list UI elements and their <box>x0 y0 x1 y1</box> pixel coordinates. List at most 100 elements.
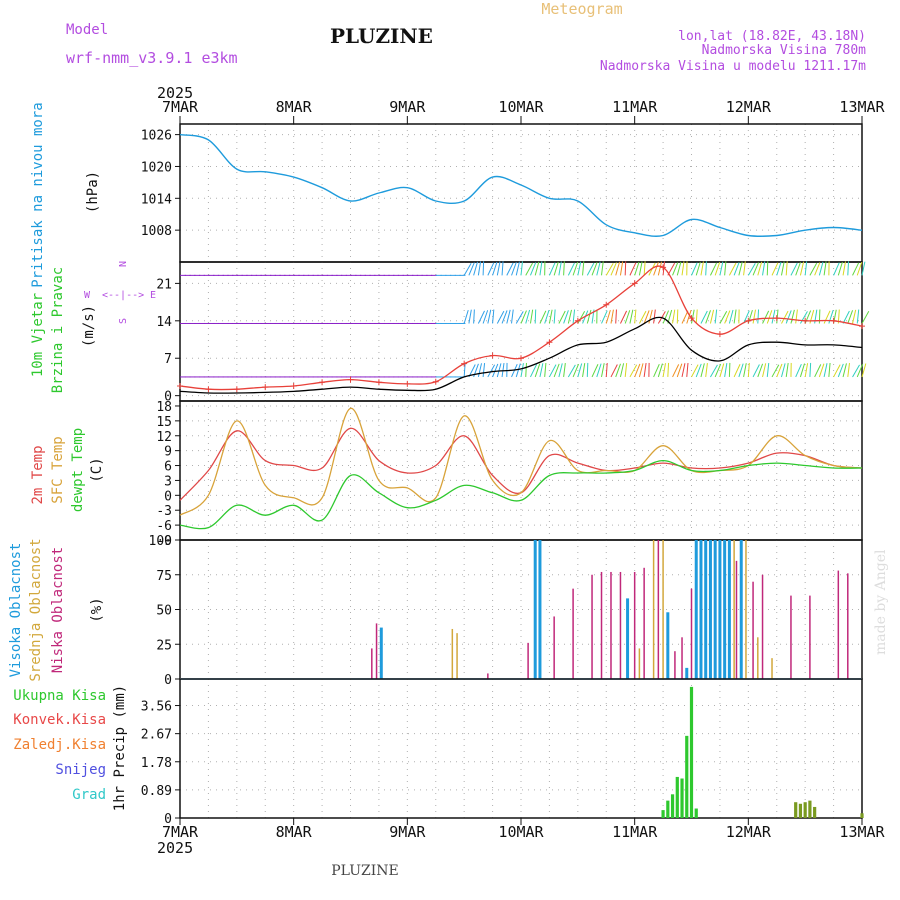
wind-barb <box>676 363 683 378</box>
cloud-bar <box>527 642 529 679</box>
cloud-bar <box>699 540 703 679</box>
wind-barb <box>757 363 764 378</box>
wind-barb <box>515 311 524 324</box>
wind-barb <box>790 309 795 324</box>
wind-barb <box>733 262 740 276</box>
wind-barb <box>582 363 586 378</box>
wind-barb <box>511 309 514 324</box>
wind-barb <box>710 364 718 378</box>
wind-barb <box>586 262 595 276</box>
year-bottom: 2025 <box>157 839 193 857</box>
precip-bar <box>666 800 670 818</box>
wind-barb <box>501 363 505 378</box>
wind-barb <box>539 363 544 378</box>
wind-barb <box>477 261 482 276</box>
bottom-date-label: 9MAR <box>389 823 426 841</box>
wind-barb <box>539 261 543 276</box>
wind-barb <box>695 309 698 324</box>
wind-barb <box>468 309 472 324</box>
gust-marker <box>461 360 468 367</box>
wind-barb <box>496 363 502 378</box>
wind-barb <box>719 310 728 324</box>
wind-barb <box>686 310 692 324</box>
wind-barb <box>506 309 511 324</box>
wind-barb <box>757 261 763 276</box>
bottom-date-label: 13MAR <box>839 823 885 841</box>
wind-barb <box>596 261 601 276</box>
pressure-line <box>179 133 863 237</box>
wind-barb <box>780 261 785 276</box>
wind-barb <box>662 363 667 378</box>
wind-barb <box>795 309 798 324</box>
wind-barb <box>563 310 569 324</box>
gust-marker <box>716 331 723 338</box>
wind-barb <box>828 362 831 377</box>
wind-barb <box>624 362 628 377</box>
gust-marker <box>404 380 411 387</box>
wind-barb <box>681 310 689 324</box>
wind-barb <box>752 309 756 324</box>
bottom-date-axis: 7MAR 8MAR 9MAR 10MAR 11MAR 12MAR 13MAR <box>162 818 886 841</box>
bottom-date-label: 7MAR <box>162 823 199 841</box>
gust-marker <box>262 384 269 391</box>
wind-barb <box>686 362 689 377</box>
cloud-bar <box>591 574 593 679</box>
wind-barb <box>728 309 734 324</box>
precip-bar <box>803 802 807 818</box>
precip-bar <box>813 806 817 818</box>
wind-barb <box>823 363 828 378</box>
wind-barb <box>776 309 779 324</box>
wind-barb <box>553 363 560 378</box>
wind-barb <box>766 362 770 377</box>
wind-barb <box>672 364 680 378</box>
wind-barb <box>468 262 475 276</box>
wind-barb <box>738 363 744 378</box>
model-name: wrf-nmm_v3.9.1 e3km <box>66 49 238 67</box>
cloud-bar <box>713 540 717 679</box>
cloud-bar <box>375 623 378 679</box>
wind-barb <box>544 362 547 377</box>
cloud-bar <box>735 560 738 679</box>
y-tick-label: 1.78 <box>141 756 172 771</box>
wind-barb <box>539 310 547 324</box>
wind-barb <box>842 310 850 324</box>
coords-label: lon,lat (18.82E, 43.18N) <box>678 29 866 44</box>
wind-barb <box>771 309 776 324</box>
y-tick-label: 12 <box>156 430 172 445</box>
wind-barb <box>643 310 650 324</box>
y-tick-label: 1026 <box>141 129 172 144</box>
wind-barb <box>463 309 469 324</box>
precip-legend-snow: Snijeg <box>55 762 106 778</box>
wind-barb <box>766 310 773 324</box>
gust-marker <box>660 264 667 271</box>
wind-barb <box>548 364 557 378</box>
pressure-unit: (hPa) <box>85 171 101 213</box>
cloud-bar <box>626 598 630 679</box>
cloud-bar <box>694 540 698 679</box>
y-tick-label: 9 <box>164 445 172 460</box>
wind-barb <box>577 310 586 324</box>
compass-south: S <box>118 318 129 324</box>
wind-speed-line <box>179 316 863 394</box>
wind-barb <box>842 261 846 276</box>
wind-barb <box>548 262 556 276</box>
gust-marker <box>688 315 695 322</box>
y-tick-label: 100 <box>149 534 172 549</box>
wind-barb <box>492 363 499 378</box>
compass-north: N <box>118 261 129 267</box>
cloud-bar <box>718 540 722 679</box>
wind-barb <box>762 310 770 324</box>
y-tick-label: 50 <box>156 604 172 619</box>
wind-barb <box>747 362 750 377</box>
wind-barb <box>520 310 527 324</box>
wind-barb <box>501 310 508 324</box>
wind-barb <box>861 310 870 324</box>
wind-barb <box>781 363 786 378</box>
y-tick-label: 1014 <box>141 192 172 207</box>
wind-barb <box>591 262 598 276</box>
panel-frame <box>179 678 863 819</box>
gust-marker <box>177 383 183 390</box>
wind-barb <box>852 309 857 324</box>
wind-barb <box>619 363 625 378</box>
gust-marker <box>574 317 581 324</box>
